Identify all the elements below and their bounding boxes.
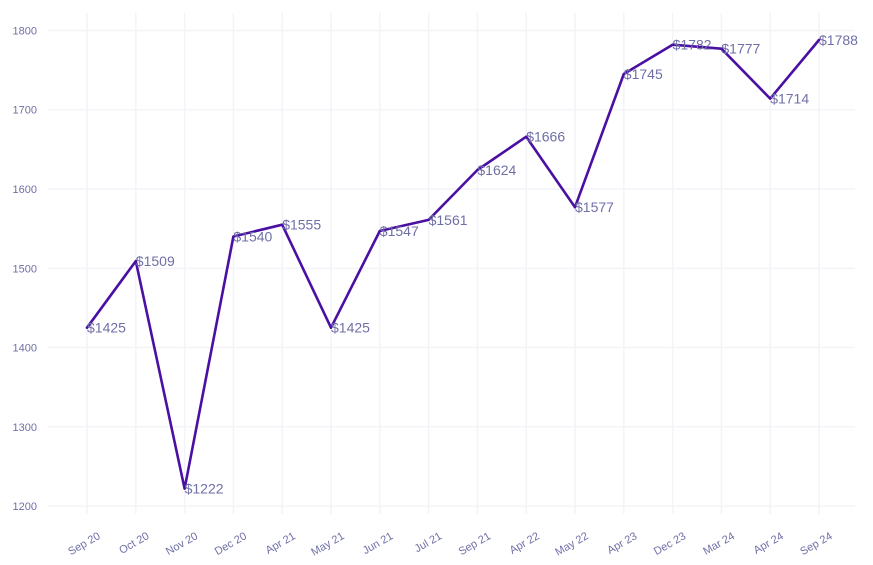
y-tick-label: 1600 <box>13 184 37 196</box>
y-axis: 1200 1300 1400 1500 1600 1700 1800 <box>13 25 37 513</box>
data-label: $1547 <box>380 223 419 239</box>
data-point <box>378 229 381 233</box>
data-point <box>622 72 625 76</box>
data-label: $1425 <box>87 320 126 336</box>
data-point <box>769 97 772 100</box>
y-tick-label: 1500 <box>13 263 37 275</box>
data-label: $1777 <box>721 41 760 57</box>
data-point <box>134 259 137 263</box>
data-label: $1222 <box>185 481 224 497</box>
y-tick-label: 1700 <box>13 105 37 117</box>
x-tick-label: Apr 21 <box>264 530 298 557</box>
x-tick-label: Sep 24 <box>798 530 834 558</box>
data-point <box>476 168 479 172</box>
x-tick-label: Jun 21 <box>361 530 396 557</box>
data-label: $1425 <box>331 320 370 336</box>
data-label: $1540 <box>233 229 272 245</box>
data-label: $1555 <box>282 217 321 233</box>
data-point <box>817 38 821 42</box>
data-label-layer: $1425 $1509 $1222 $1540 $1555 $1425 $1547 $1561… <box>87 32 858 497</box>
x-tick-label: Apr 22 <box>508 530 542 557</box>
x-tick-label: Nov 20 <box>164 530 200 558</box>
x-tick-label: May 22 <box>553 530 590 558</box>
data-label: $1782 <box>673 37 712 53</box>
grid-layer <box>48 13 855 514</box>
x-tick-label: May 21 <box>309 530 346 558</box>
x-tick-label: Jul 21 <box>413 530 444 555</box>
data-label: $1561 <box>429 212 468 228</box>
x-tick-label: Sep 20 <box>66 530 102 558</box>
data-point <box>85 326 89 329</box>
x-tick-label: Dec 23 <box>652 530 688 558</box>
data-point <box>183 487 186 490</box>
x-axis: Sep 20 Oct 20 Nov 20 Dec 20 Apr 21 May 21 Jun … <box>66 530 834 558</box>
x-tick-label: Oct 20 <box>117 530 151 557</box>
series-line <box>85 38 821 490</box>
data-point <box>281 223 284 226</box>
data-point <box>232 235 235 238</box>
data-point <box>329 326 333 329</box>
x-tick-label: Mar 24 <box>701 530 737 558</box>
data-point <box>525 135 528 138</box>
y-tick-label: 1300 <box>13 422 37 434</box>
x-tick-label: Apr 24 <box>752 530 786 557</box>
y-tick-label: 1400 <box>13 343 37 355</box>
x-tick-label: Dec 20 <box>213 530 249 558</box>
data-point <box>720 47 723 50</box>
data-label: $1666 <box>526 129 565 145</box>
x-tick-label: Sep 21 <box>457 530 493 558</box>
data-label: $1714 <box>770 91 809 107</box>
series-line-layer <box>85 38 821 490</box>
data-label: $1624 <box>477 162 516 178</box>
data-point <box>573 206 577 209</box>
data-label: $1509 <box>136 253 175 269</box>
data-label: $1745 <box>624 66 663 82</box>
y-tick-label: 1800 <box>13 25 37 37</box>
y-tick-label: 1200 <box>13 501 37 513</box>
data-point <box>671 43 674 46</box>
data-label: $1577 <box>575 199 614 215</box>
data-point <box>427 218 430 222</box>
data-label: $1788 <box>819 32 858 48</box>
x-tick-label: Apr 23 <box>605 530 639 557</box>
